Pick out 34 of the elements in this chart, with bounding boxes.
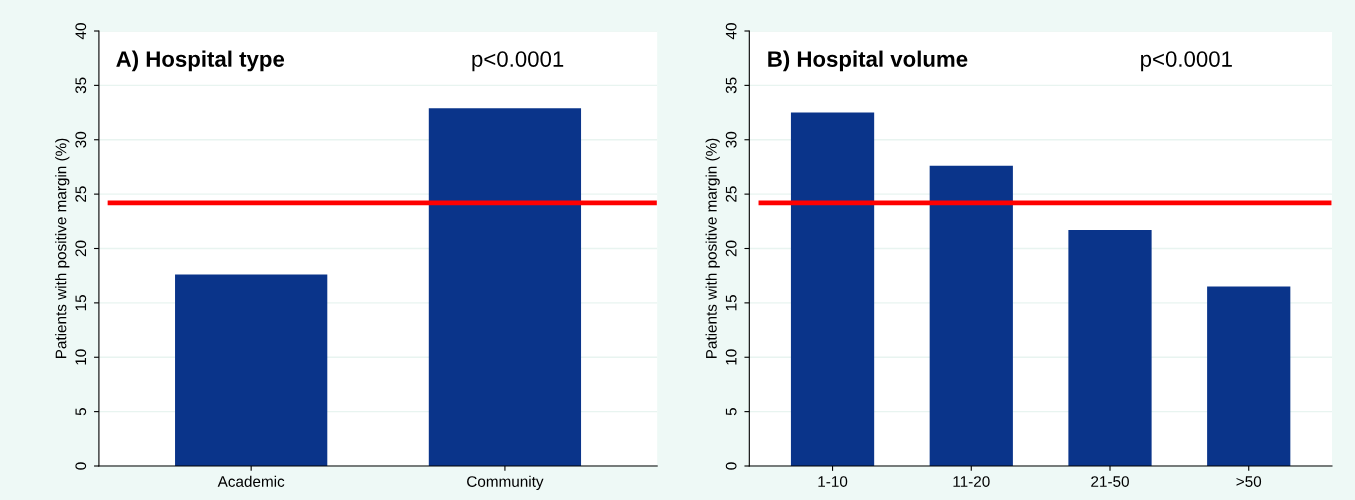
- y-tick-label: 30: [725, 131, 737, 148]
- x-tick-label: >50: [1236, 476, 1262, 487]
- y-tick-label: 0: [75, 462, 87, 470]
- annotation: p<0.0001: [472, 51, 564, 72]
- y-tick-label: 25: [75, 186, 87, 202]
- y-axis-title: Patients with positive margin (%): [55, 138, 70, 359]
- x-tick-label: Academic: [217, 475, 285, 487]
- y-tick-label: 20: [725, 240, 737, 257]
- y-axis-title: Patients with positive margin (%): [705, 138, 720, 359]
- x-tick-label: Community: [467, 475, 544, 490]
- y-tick-label: 0: [725, 462, 737, 470]
- y-tick-label: 10: [75, 349, 87, 365]
- x-tick-label: 11-20: [953, 476, 990, 487]
- text: B) Hospital volume: [768, 50, 968, 72]
- y-tick-label: 5: [75, 408, 87, 416]
- y-tick-label: 10: [725, 349, 737, 365]
- text: A) Hospital type: [116, 50, 285, 72]
- y-tick-label: 15: [725, 295, 737, 311]
- bar: [1068, 230, 1152, 466]
- y-tick-label: 25: [725, 186, 737, 202]
- bar: [1207, 286, 1291, 466]
- bar: [790, 112, 875, 466]
- annotation: p<0.0001: [1141, 51, 1232, 72]
- y-tick-label: 15: [75, 295, 87, 311]
- y-tick-label: 35: [75, 77, 87, 94]
- y-tick-label: 20: [75, 240, 87, 257]
- y-tick-label: 40: [725, 23, 737, 40]
- x-tick-label: 21-50: [1091, 476, 1129, 487]
- x-tick-label: 1-10: [818, 476, 848, 487]
- y-tick-label: 5: [725, 408, 737, 416]
- bar: [929, 165, 1013, 466]
- y-tick-label: 30: [75, 131, 87, 148]
- y-tick-label: 35: [725, 77, 737, 94]
- y-tick-label: 40: [75, 23, 87, 40]
